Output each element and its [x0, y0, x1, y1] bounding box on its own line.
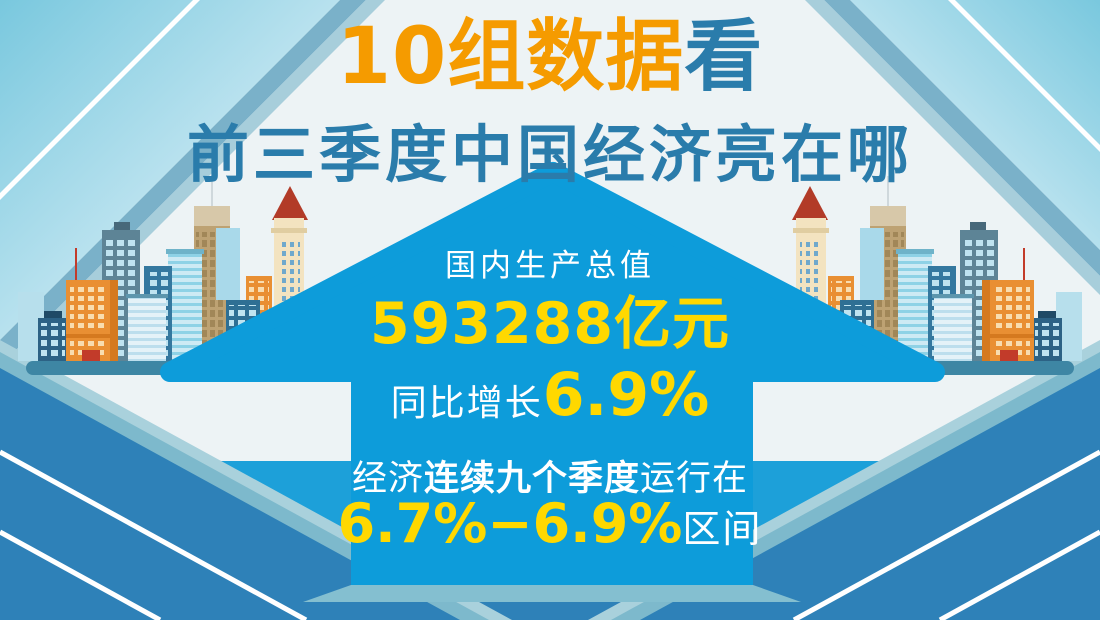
top-right-corner-decoration	[805, 0, 1100, 295]
range-suffix: 运行在	[640, 459, 749, 499]
growth-label: 同比增长	[390, 383, 543, 424]
growth-value: 6.9%	[542, 360, 710, 430]
arrow-pedestal	[303, 585, 801, 602]
main-title-rest: 看	[684, 12, 764, 102]
range-prefix: 经济	[351, 459, 424, 499]
range-bold: 连续九个季度	[423, 459, 640, 499]
main-title-highlight: 10组数据	[336, 12, 685, 102]
growth-line: 同比增长6.9%	[0, 360, 1100, 430]
range-unit: 区间	[682, 507, 763, 551]
range-value-line: 6.7%−6.9%区间	[0, 492, 1100, 555]
up-arrow-icon	[160, 162, 945, 585]
range-sentence: 经济连续九个季度运行在	[0, 450, 1100, 501]
main-title: 10组数据看	[0, 12, 1100, 102]
gdp-label: 国内生产总值	[445, 248, 655, 284]
subtitle: 前三季度中国经济亮在哪	[186, 118, 913, 191]
gdp-value: 593288亿元	[370, 291, 730, 357]
range-value: 6.7%−6.9%	[337, 492, 683, 555]
